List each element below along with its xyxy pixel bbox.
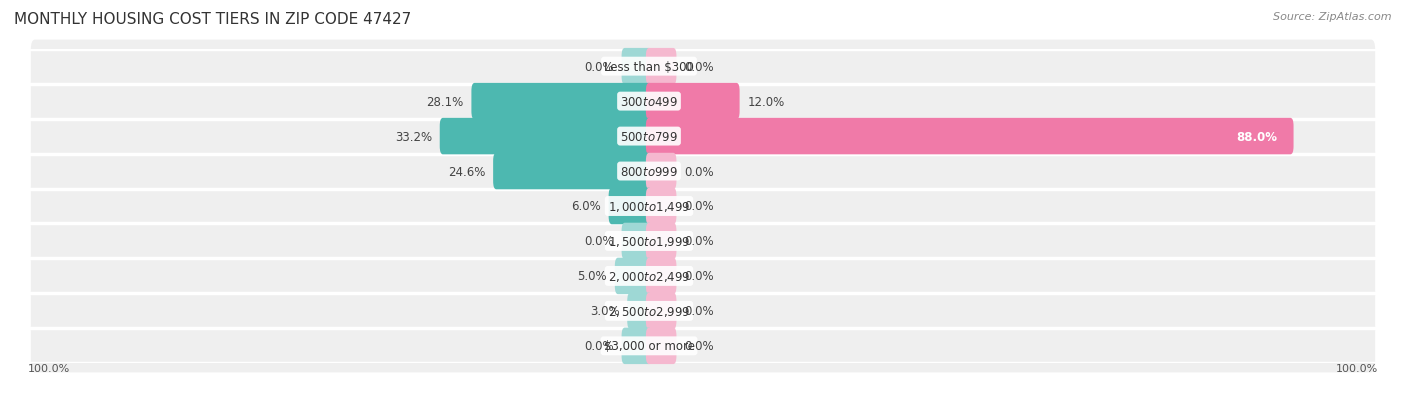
Text: Less than $300: Less than $300	[605, 61, 695, 74]
Text: 0.0%: 0.0%	[685, 61, 714, 74]
FancyBboxPatch shape	[31, 320, 1375, 373]
Text: 0.0%: 0.0%	[685, 305, 714, 318]
Text: 0.0%: 0.0%	[585, 235, 614, 248]
FancyBboxPatch shape	[31, 215, 1375, 268]
Text: $800 to $999: $800 to $999	[620, 165, 678, 178]
FancyBboxPatch shape	[440, 119, 652, 155]
FancyBboxPatch shape	[31, 285, 1375, 338]
Text: 12.0%: 12.0%	[747, 95, 785, 108]
FancyBboxPatch shape	[614, 258, 652, 294]
FancyBboxPatch shape	[645, 153, 676, 190]
FancyBboxPatch shape	[645, 84, 740, 120]
Text: 0.0%: 0.0%	[685, 235, 714, 248]
Text: $1,500 to $1,999: $1,500 to $1,999	[607, 235, 690, 248]
Text: $2,000 to $2,499: $2,000 to $2,499	[607, 269, 690, 283]
FancyBboxPatch shape	[645, 293, 676, 329]
Text: 100.0%: 100.0%	[1336, 363, 1378, 373]
Text: $1,000 to $1,499: $1,000 to $1,499	[607, 199, 690, 214]
FancyBboxPatch shape	[645, 119, 1294, 155]
FancyBboxPatch shape	[494, 153, 652, 190]
Text: 24.6%: 24.6%	[449, 165, 485, 178]
Text: 88.0%: 88.0%	[1236, 130, 1277, 143]
FancyBboxPatch shape	[31, 110, 1375, 163]
FancyBboxPatch shape	[31, 180, 1375, 233]
Text: 28.1%: 28.1%	[426, 95, 464, 108]
FancyBboxPatch shape	[31, 75, 1375, 128]
FancyBboxPatch shape	[609, 188, 652, 225]
Text: 0.0%: 0.0%	[685, 339, 714, 352]
FancyBboxPatch shape	[621, 223, 652, 260]
FancyBboxPatch shape	[645, 328, 676, 364]
FancyBboxPatch shape	[645, 49, 676, 85]
FancyBboxPatch shape	[31, 145, 1375, 198]
FancyBboxPatch shape	[627, 293, 652, 329]
Text: 0.0%: 0.0%	[685, 165, 714, 178]
Text: 3.0%: 3.0%	[591, 305, 620, 318]
FancyBboxPatch shape	[645, 223, 676, 260]
Text: MONTHLY HOUSING COST TIERS IN ZIP CODE 47427: MONTHLY HOUSING COST TIERS IN ZIP CODE 4…	[14, 12, 412, 27]
FancyBboxPatch shape	[31, 250, 1375, 303]
Text: 6.0%: 6.0%	[571, 200, 600, 213]
Text: $2,500 to $2,999: $2,500 to $2,999	[607, 304, 690, 318]
Text: 0.0%: 0.0%	[585, 61, 614, 74]
Text: 0.0%: 0.0%	[585, 339, 614, 352]
FancyBboxPatch shape	[31, 40, 1375, 93]
Text: $300 to $499: $300 to $499	[620, 95, 678, 108]
Text: Source: ZipAtlas.com: Source: ZipAtlas.com	[1274, 12, 1392, 22]
Text: 0.0%: 0.0%	[685, 270, 714, 283]
FancyBboxPatch shape	[645, 188, 676, 225]
Text: $500 to $799: $500 to $799	[620, 130, 678, 143]
Text: 33.2%: 33.2%	[395, 130, 432, 143]
Text: 0.0%: 0.0%	[685, 200, 714, 213]
FancyBboxPatch shape	[471, 84, 652, 120]
FancyBboxPatch shape	[621, 328, 652, 364]
Text: 100.0%: 100.0%	[28, 363, 70, 373]
FancyBboxPatch shape	[645, 258, 676, 294]
Text: $3,000 or more: $3,000 or more	[603, 339, 695, 352]
Text: 5.0%: 5.0%	[578, 270, 607, 283]
FancyBboxPatch shape	[621, 49, 652, 85]
